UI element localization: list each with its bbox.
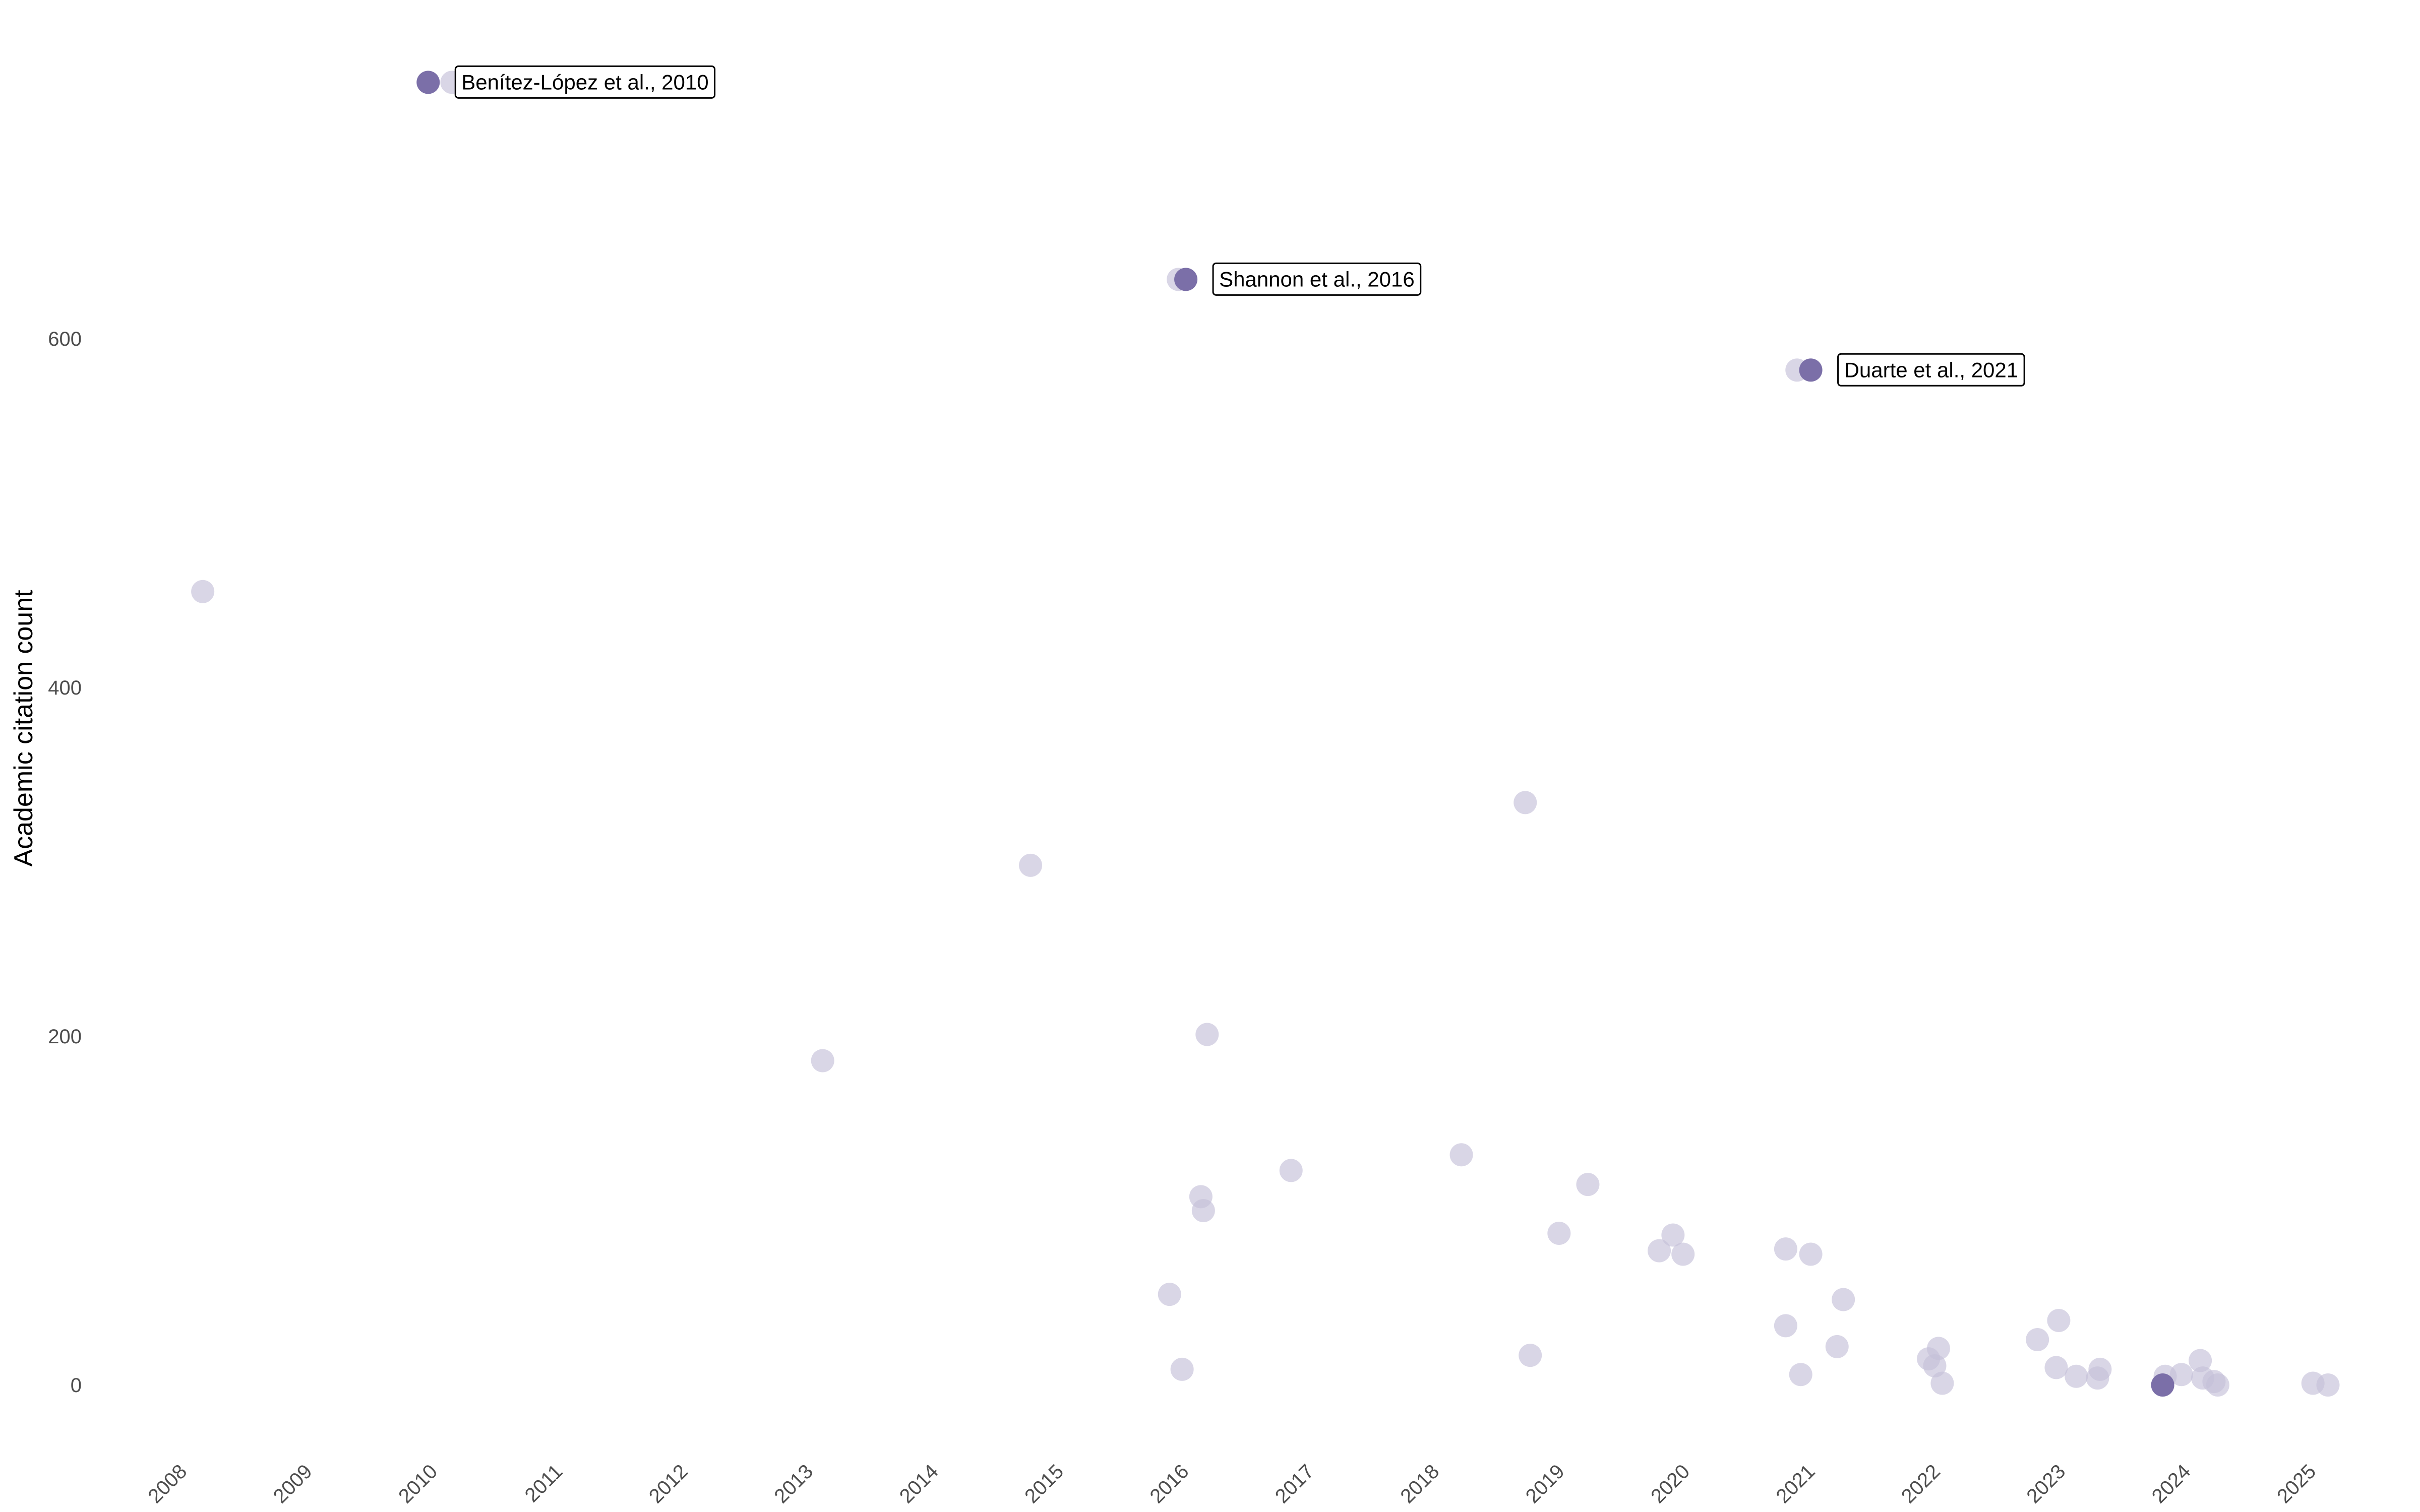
data-point [2169, 1363, 2193, 1387]
y-axis-ticks: 0 200 400 600 [48, 328, 82, 1397]
data-point [2189, 1349, 2212, 1372]
x-tick-label: 2022 [1897, 1460, 1945, 1507]
y-axis-title-group: Academic citation count [9, 590, 38, 867]
data-point [1019, 853, 1043, 877]
x-tick-label: 2017 [1271, 1460, 1318, 1507]
data-point [1799, 1242, 1823, 1266]
callout-box [1212, 262, 1422, 296]
x-tick-label: 2016 [1146, 1460, 1193, 1507]
x-tick-label: 2018 [1396, 1460, 1443, 1507]
data-point [1825, 1335, 1849, 1358]
data-point [1774, 1237, 1797, 1261]
y-tick-label: 400 [48, 677, 82, 699]
data-point [1576, 1173, 1600, 1196]
x-axis-ticks: 2008 2009 2010 2011 2012 2013 2014 2015 2016 2017… [144, 1460, 2320, 1507]
x-tick-label: 2021 [1772, 1460, 1820, 1507]
x-tick-label: 2013 [770, 1460, 817, 1507]
callout-label: Shannon et al., 2016 [1212, 262, 1422, 296]
data-point [2316, 1373, 2340, 1397]
highlighted-points-layer [416, 71, 2174, 1397]
data-point [1279, 1159, 1303, 1182]
data-point [1158, 1283, 1181, 1306]
data-point [2044, 1356, 2068, 1379]
highlighted-data-point [416, 71, 440, 94]
data-point [1930, 1371, 1954, 1395]
y-tick-label: 600 [48, 328, 82, 350]
highlighted-data-point [2151, 1373, 2174, 1397]
data-point [1926, 1337, 1950, 1360]
callout-label: Benítez-López et al., 2010 [454, 65, 716, 99]
data-point [1671, 1242, 1695, 1266]
data-point [1661, 1223, 1685, 1247]
data-point [811, 1049, 834, 1073]
x-tick-label: 2012 [645, 1460, 692, 1507]
data-point [1519, 1344, 1542, 1367]
y-tick-label: 0 [71, 1374, 82, 1397]
data-point [1195, 1023, 1219, 1046]
y-axis-title: Academic citation count [9, 590, 38, 867]
x-tick-label: 2020 [1647, 1460, 1694, 1507]
data-point [1789, 1363, 1812, 1387]
highlighted-data-point [1799, 358, 1823, 382]
y-tick-label: 200 [48, 1026, 82, 1048]
data-point [1923, 1354, 1947, 1377]
callout-text: Shannon et al., 2016 [1219, 267, 1415, 291]
callouts-layer: Benítez-López et al., 2010 Shannon et al.… [454, 65, 2025, 387]
callout-text: Duarte et al., 2021 [1844, 358, 2019, 382]
data-point [1547, 1221, 1571, 1245]
x-tick-label: 2023 [2022, 1460, 2070, 1507]
data-point [191, 580, 215, 603]
callout-text: Benítez-López et al., 2010 [461, 70, 708, 94]
data-point [2088, 1357, 2112, 1381]
x-tick-label: 2024 [2148, 1460, 2195, 1507]
data-point [1648, 1239, 1671, 1263]
callout-label: Duarte et al., 2021 [1837, 353, 2025, 387]
data-point [1832, 1288, 1855, 1311]
data-point [2026, 1328, 2049, 1352]
data-point [1514, 791, 1537, 814]
x-tick-label: 2010 [394, 1460, 442, 1507]
callout-box [1837, 353, 2025, 387]
x-tick-label: 2009 [269, 1460, 317, 1507]
data-point [1449, 1143, 1473, 1167]
callout-box [454, 65, 716, 99]
x-tick-label: 2008 [144, 1460, 191, 1507]
data-point [2047, 1308, 2071, 1332]
x-tick-label: 2019 [1522, 1460, 1569, 1507]
data-point [1170, 1357, 1194, 1381]
x-tick-label: 2014 [895, 1460, 943, 1507]
data-point [2206, 1373, 2229, 1397]
data-point [1191, 1199, 1215, 1222]
x-tick-label: 2025 [2273, 1460, 2320, 1507]
highlighted-data-point [1174, 268, 1198, 291]
x-tick-label: 2011 [521, 1460, 567, 1506]
x-tick-label: 2015 [1020, 1460, 1068, 1507]
data-point [2065, 1364, 2088, 1388]
data-point [1774, 1314, 1797, 1338]
